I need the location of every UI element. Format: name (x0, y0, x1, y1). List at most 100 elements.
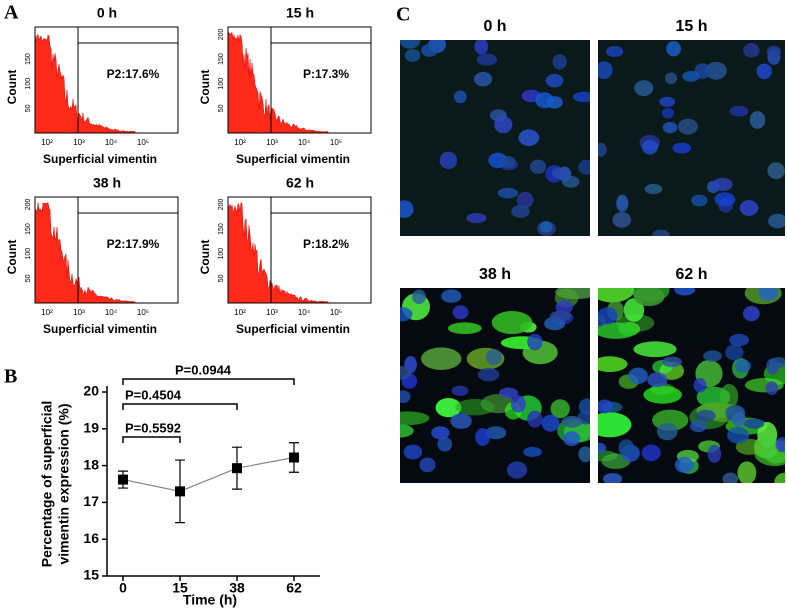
nucleus (400, 307, 413, 322)
image-title: 15 h (675, 18, 707, 35)
nucleus (641, 444, 661, 462)
nucleus (598, 142, 607, 157)
nucleus (742, 305, 760, 322)
nucleus (403, 444, 423, 460)
y-tick-label: 18 (83, 456, 99, 472)
nucleus (644, 183, 663, 195)
nucleus (693, 377, 707, 393)
nucleus (451, 385, 469, 396)
nucleus (672, 142, 692, 154)
nucleus (466, 212, 487, 224)
image-title: 38 h (479, 266, 511, 283)
green-cell (598, 356, 628, 372)
panel-label: B (4, 366, 17, 388)
x-tick-label: 10⁵ (330, 308, 342, 317)
y-tick-label: 100 (218, 78, 225, 90)
nucleus (404, 49, 421, 62)
nucleus (729, 105, 749, 117)
image-background (400, 40, 590, 236)
histogram (227, 31, 329, 134)
nucleus (551, 167, 570, 180)
data-point (232, 463, 242, 474)
nucleus (735, 359, 751, 373)
nucleus (441, 289, 462, 303)
nucleus (606, 45, 624, 57)
nucleus (511, 204, 530, 218)
nucleus (400, 200, 414, 219)
nucleus (578, 159, 590, 175)
nucleus (731, 412, 746, 427)
nucleus (703, 350, 722, 362)
nucleus (659, 96, 676, 107)
green-cell (550, 399, 570, 419)
nucleus (498, 387, 519, 399)
x-tick-label: 10⁵ (137, 138, 149, 147)
nucleus (695, 409, 716, 422)
gate-label: P:17.3% (303, 67, 349, 81)
nucleus (545, 73, 564, 88)
x-tick-label: 10⁵ (330, 138, 342, 147)
y-axis-label: Percentage of superficial (39, 401, 55, 568)
nucleus (598, 314, 606, 327)
nucleus (474, 71, 493, 87)
nucleus (510, 395, 526, 413)
micrograph (400, 288, 590, 483)
y-tick-label: 100 (25, 248, 32, 260)
nucleus (477, 367, 500, 382)
nucleus (494, 116, 513, 134)
y-tick-label: 19 (83, 420, 99, 436)
nucleus (722, 472, 739, 483)
x-tick-label: 10² (41, 308, 53, 317)
x-tick-label: 10⁴ (298, 138, 311, 147)
nucleus (561, 415, 583, 428)
y-tick-label: 15 (83, 567, 99, 583)
cells (400, 40, 590, 236)
micrograph (598, 40, 785, 236)
x-tick-label: 10³ (266, 308, 278, 317)
nucleus (516, 191, 534, 209)
nucleus (501, 156, 516, 168)
nucleus (678, 118, 698, 135)
nucleus (674, 288, 696, 296)
nucleus (647, 372, 668, 388)
nucleus (412, 289, 426, 304)
nucleus (497, 187, 519, 199)
green-cell (719, 383, 739, 410)
nucleus (598, 61, 613, 80)
nucleus (555, 300, 573, 314)
nucleus (758, 288, 779, 301)
green-cell (435, 397, 462, 418)
cells (598, 288, 785, 483)
green-cell (598, 412, 632, 438)
green-cell (447, 322, 482, 335)
data-point (118, 474, 128, 485)
nucleus (400, 365, 412, 380)
nucleus (578, 446, 590, 463)
green-cell (400, 424, 414, 438)
nucleus (664, 72, 678, 85)
nucleus (561, 175, 580, 188)
x-tick-label: 15 (172, 580, 188, 596)
x-tick-label: 38 (229, 580, 245, 596)
panel-label: C (396, 4, 410, 26)
y-tick-label: 16 (83, 530, 99, 546)
green-cell (774, 472, 785, 483)
x-tick-label: 10² (234, 138, 246, 147)
nucleus (603, 473, 623, 483)
green-cell (491, 310, 533, 335)
nucleus (714, 192, 736, 207)
y-tick-label: 50 (218, 104, 225, 112)
green-cell (753, 435, 779, 459)
y-axis-label: Count (5, 240, 19, 275)
data-line (122, 456, 295, 492)
y-tick-label: 100 (218, 248, 225, 260)
nucleus (666, 41, 681, 57)
y-tick-label: 150 (218, 223, 225, 235)
x-tick-label: 10² (41, 138, 53, 147)
nucleus (766, 45, 782, 58)
nucleus (656, 422, 678, 441)
nucleus (527, 410, 543, 428)
histogram (34, 201, 136, 304)
plot-title: 15 h (286, 5, 314, 21)
